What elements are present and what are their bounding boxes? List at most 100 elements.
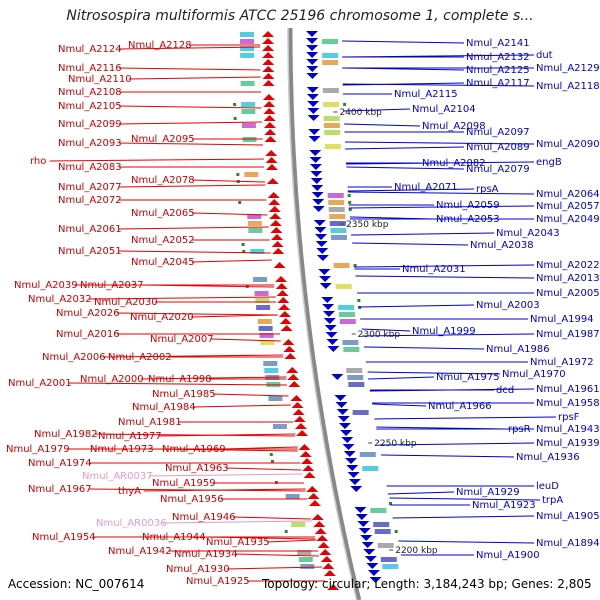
right-gene-label[interactable]: Nmul_A2079 bbox=[466, 164, 530, 175]
left-gene-label[interactable]: thyA bbox=[118, 486, 141, 497]
left-gene-label[interactable]: Nmul_A1935 bbox=[206, 537, 270, 548]
left-gene-label[interactable]: Nmul_A1959 bbox=[152, 478, 216, 489]
left-gene-label[interactable]: Nmul_A2077 bbox=[58, 182, 122, 193]
right-gene-label[interactable]: Nmul_A2064 bbox=[536, 189, 600, 200]
right-gene-label[interactable]: Nmul_A2125 bbox=[466, 65, 530, 76]
right-gene-label[interactable]: Nmul_A2049 bbox=[536, 214, 600, 225]
right-gene-label[interactable]: Nmul_A2038 bbox=[470, 240, 534, 251]
right-gene-label[interactable]: Nmul_A1994 bbox=[530, 314, 594, 325]
left-gene-label[interactable]: Nmul_A2020 bbox=[130, 312, 194, 323]
right-gene-label[interactable]: rpsF bbox=[558, 412, 580, 423]
left-gene-label[interactable]: Nmul_A2124 bbox=[58, 44, 122, 55]
right-gene-label[interactable]: Nmul_A1894 bbox=[536, 538, 600, 549]
left-gene-label[interactable]: Nmul_A2093 bbox=[58, 138, 122, 149]
left-gene-label[interactable]: Nmul_A2108 bbox=[58, 87, 122, 98]
left-gene-label[interactable]: Nmul_AR0037 bbox=[82, 471, 153, 482]
right-gene-label[interactable]: Nmul_A1900 bbox=[476, 550, 540, 561]
left-gene-label[interactable]: Nmul_A2052 bbox=[131, 235, 195, 246]
left-gene-label[interactable]: Nmul_A1954 bbox=[32, 532, 96, 543]
left-gene-label[interactable]: Nmul_A2000 bbox=[80, 374, 144, 385]
left-gene-label[interactable]: Nmul_A2045 bbox=[131, 257, 195, 268]
left-gene-label[interactable]: Nmul_A2001 bbox=[8, 378, 72, 389]
right-gene-label[interactable]: Nmul_A2090 bbox=[536, 139, 600, 150]
left-gene-label[interactable]: Nmul_A2072 bbox=[58, 195, 122, 206]
right-gene-label[interactable]: Nmul_A1970 bbox=[502, 369, 566, 380]
left-gene-label[interactable]: Nmul_A2099 bbox=[58, 119, 122, 130]
right-gene-label[interactable]: Nmul_A1929 bbox=[456, 487, 520, 498]
left-gene-label[interactable]: Nmul_A2083 bbox=[58, 162, 122, 173]
right-gene-label[interactable]: Nmul_A2097 bbox=[466, 127, 530, 138]
right-gene-label[interactable]: Nmul_A1939 bbox=[536, 438, 600, 449]
left-gene-label[interactable]: Nmul_A2006 bbox=[42, 352, 106, 363]
right-gene-label[interactable]: Nmul_A1961 bbox=[536, 384, 600, 395]
right-gene-label[interactable]: Nmul_A1936 bbox=[516, 452, 580, 463]
left-gene-label[interactable]: Nmul_A1998 bbox=[148, 374, 212, 385]
right-gene-label[interactable]: Nmul_A1972 bbox=[530, 357, 594, 368]
left-gene-label[interactable]: Nmul_A2051 bbox=[58, 246, 122, 257]
right-gene-label[interactable]: dut bbox=[536, 50, 553, 61]
right-gene-label[interactable]: Nmul_A2071 bbox=[394, 182, 458, 193]
right-gene-label[interactable]: Nmul_A1987 bbox=[536, 329, 600, 340]
right-gene-label[interactable]: Nmul_A2098 bbox=[422, 121, 486, 132]
left-gene-label[interactable]: Nmul_A1981 bbox=[118, 417, 182, 428]
right-gene-label[interactable]: Nmul_A1986 bbox=[486, 344, 550, 355]
left-gene-label[interactable]: Nmul_A1934 bbox=[174, 549, 238, 560]
left-gene-label[interactable]: rho bbox=[30, 156, 46, 167]
left-gene-label[interactable]: Nmul_A2039 bbox=[14, 280, 78, 291]
left-gene-label[interactable]: Nmul_A1984 bbox=[132, 402, 196, 413]
left-gene-label[interactable]: Nmul_A1946 bbox=[172, 512, 236, 523]
left-gene-label[interactable]: Nmul_A1942 bbox=[108, 546, 172, 557]
left-gene-label[interactable]: Nmul_A2078 bbox=[131, 175, 195, 186]
right-gene-label[interactable]: Nmul_A2043 bbox=[496, 228, 560, 239]
right-gene-label[interactable]: Nmul_A1966 bbox=[428, 401, 492, 412]
right-gene-label[interactable]: Nmul_A2057 bbox=[536, 201, 600, 212]
right-gene-label[interactable]: Nmul_A2089 bbox=[466, 142, 530, 153]
right-gene-label[interactable]: Nmul_A2118 bbox=[536, 81, 600, 92]
left-gene-label[interactable]: Nmul_A2105 bbox=[58, 101, 122, 112]
left-gene-label[interactable]: Nmul_A1979 bbox=[6, 444, 70, 455]
left-gene-label[interactable]: Nmul_A2128 bbox=[128, 40, 192, 51]
right-gene-label[interactable]: Nmul_A1923 bbox=[472, 500, 536, 511]
right-gene-label[interactable]: Nmul_A2129 bbox=[536, 63, 600, 74]
right-gene-label[interactable]: trpA bbox=[542, 495, 563, 506]
left-gene-label[interactable]: Nmul_A1973 bbox=[90, 444, 154, 455]
left-gene-label[interactable]: Nmul_A1985 bbox=[152, 389, 216, 400]
right-gene-label[interactable]: Nmul_A2003 bbox=[476, 300, 540, 311]
left-gene-label[interactable]: Nmul_A2030 bbox=[94, 297, 158, 308]
left-gene-label[interactable]: Nmul_A2116 bbox=[58, 63, 122, 74]
right-gene-label[interactable]: Nmul_A2117 bbox=[466, 78, 530, 89]
right-gene-label[interactable]: Nmul_A1905 bbox=[536, 511, 600, 522]
left-gene-label[interactable]: Nmul_AR0036 bbox=[96, 518, 167, 529]
left-gene-label[interactable]: Nmul_A2061 bbox=[58, 224, 122, 235]
left-gene-label[interactable]: Nmul_A2016 bbox=[56, 329, 120, 340]
right-gene-label[interactable]: Nmul_A1999 bbox=[412, 326, 476, 337]
right-gene-label[interactable]: Nmul_A2022 bbox=[536, 260, 600, 271]
right-gene-label[interactable]: Nmul_A2005 bbox=[536, 288, 600, 299]
right-gene-label[interactable]: rpsA bbox=[476, 184, 499, 195]
left-gene-label[interactable]: Nmul_A1977 bbox=[98, 431, 162, 442]
left-gene-label[interactable]: Nmul_A2002 bbox=[108, 352, 172, 363]
left-gene-label[interactable]: Nmul_A1969 bbox=[162, 444, 226, 455]
left-gene-label[interactable]: Nmul_A2032 bbox=[28, 294, 92, 305]
right-gene-label[interactable]: Nmul_A2141 bbox=[466, 38, 530, 49]
left-gene-label[interactable]: Nmul_A2065 bbox=[131, 208, 195, 219]
left-gene-label[interactable]: Nmul_A2026 bbox=[56, 308, 120, 319]
right-gene-label[interactable]: Nmul_A2132 bbox=[466, 52, 530, 63]
right-gene-label[interactable]: dcd bbox=[496, 385, 514, 396]
left-gene-label[interactable]: Nmul_A2110 bbox=[68, 74, 132, 85]
right-gene-label[interactable]: Nmul_A2104 bbox=[412, 104, 476, 115]
left-gene-label[interactable]: Nmul_A1944 bbox=[142, 532, 206, 543]
left-gene-label[interactable]: Nmul_A1982 bbox=[34, 429, 98, 440]
right-gene-label[interactable]: Nmul_A1958 bbox=[536, 398, 600, 409]
left-gene-label[interactable]: Nmul_A2037 bbox=[80, 280, 144, 291]
left-gene-label[interactable]: Nmul_A1956 bbox=[160, 494, 224, 505]
right-gene-label[interactable]: Nmul_A2082 bbox=[422, 158, 486, 169]
right-gene-label[interactable]: Nmul_A2115 bbox=[394, 89, 458, 100]
left-gene-label[interactable]: Nmul_A2095 bbox=[131, 134, 195, 145]
right-gene-label[interactable]: leuD bbox=[536, 481, 559, 492]
right-gene-label[interactable]: Nmul_A1943 bbox=[536, 424, 600, 435]
right-gene-label[interactable]: Nmul_A1975 bbox=[436, 372, 500, 383]
left-gene-label[interactable]: Nmul_A1963 bbox=[165, 463, 229, 474]
right-gene-label[interactable]: engB bbox=[536, 157, 562, 168]
left-gene-label[interactable]: Nmul_A1967 bbox=[28, 484, 92, 495]
